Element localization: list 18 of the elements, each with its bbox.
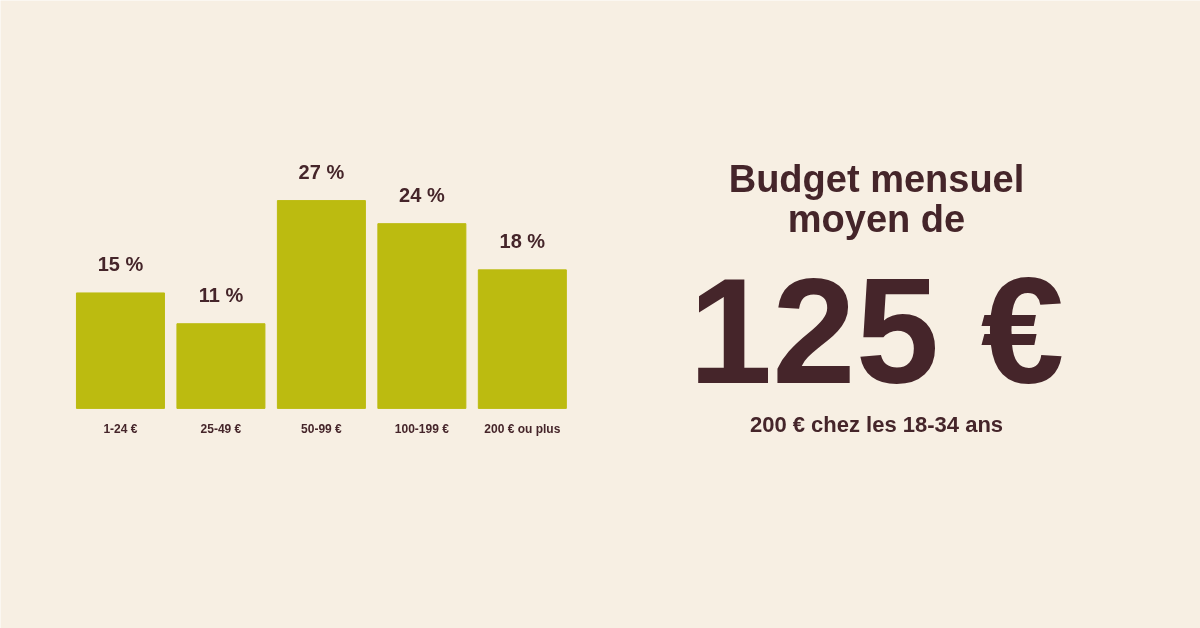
data-label: 18 % bbox=[499, 229, 546, 252]
text: 200 € chez les 18-34 ans bbox=[749, 412, 1004, 437]
bar bbox=[276, 200, 366, 409]
bar bbox=[176, 323, 266, 409]
text: Budget mensuel moyen de bbox=[728, 157, 1025, 240]
x-tick-label: 1-24 € bbox=[103, 422, 138, 437]
x-tick-label: 25-49 € bbox=[200, 422, 242, 437]
data-label: 15 % bbox=[97, 252, 144, 275]
text: 125 € bbox=[688, 246, 1065, 415]
data-label: 11 % bbox=[198, 283, 244, 306]
bar bbox=[75, 292, 165, 409]
data-label: 24 % bbox=[399, 183, 445, 206]
x-tick-label: 100-199 € bbox=[394, 422, 450, 437]
bar bbox=[377, 223, 467, 409]
x-tick-label: 50-99 € bbox=[301, 422, 343, 437]
data-label: 27 % bbox=[298, 160, 345, 183]
bar bbox=[477, 269, 567, 409]
x-tick-label: 200 € ou plus bbox=[484, 422, 561, 437]
